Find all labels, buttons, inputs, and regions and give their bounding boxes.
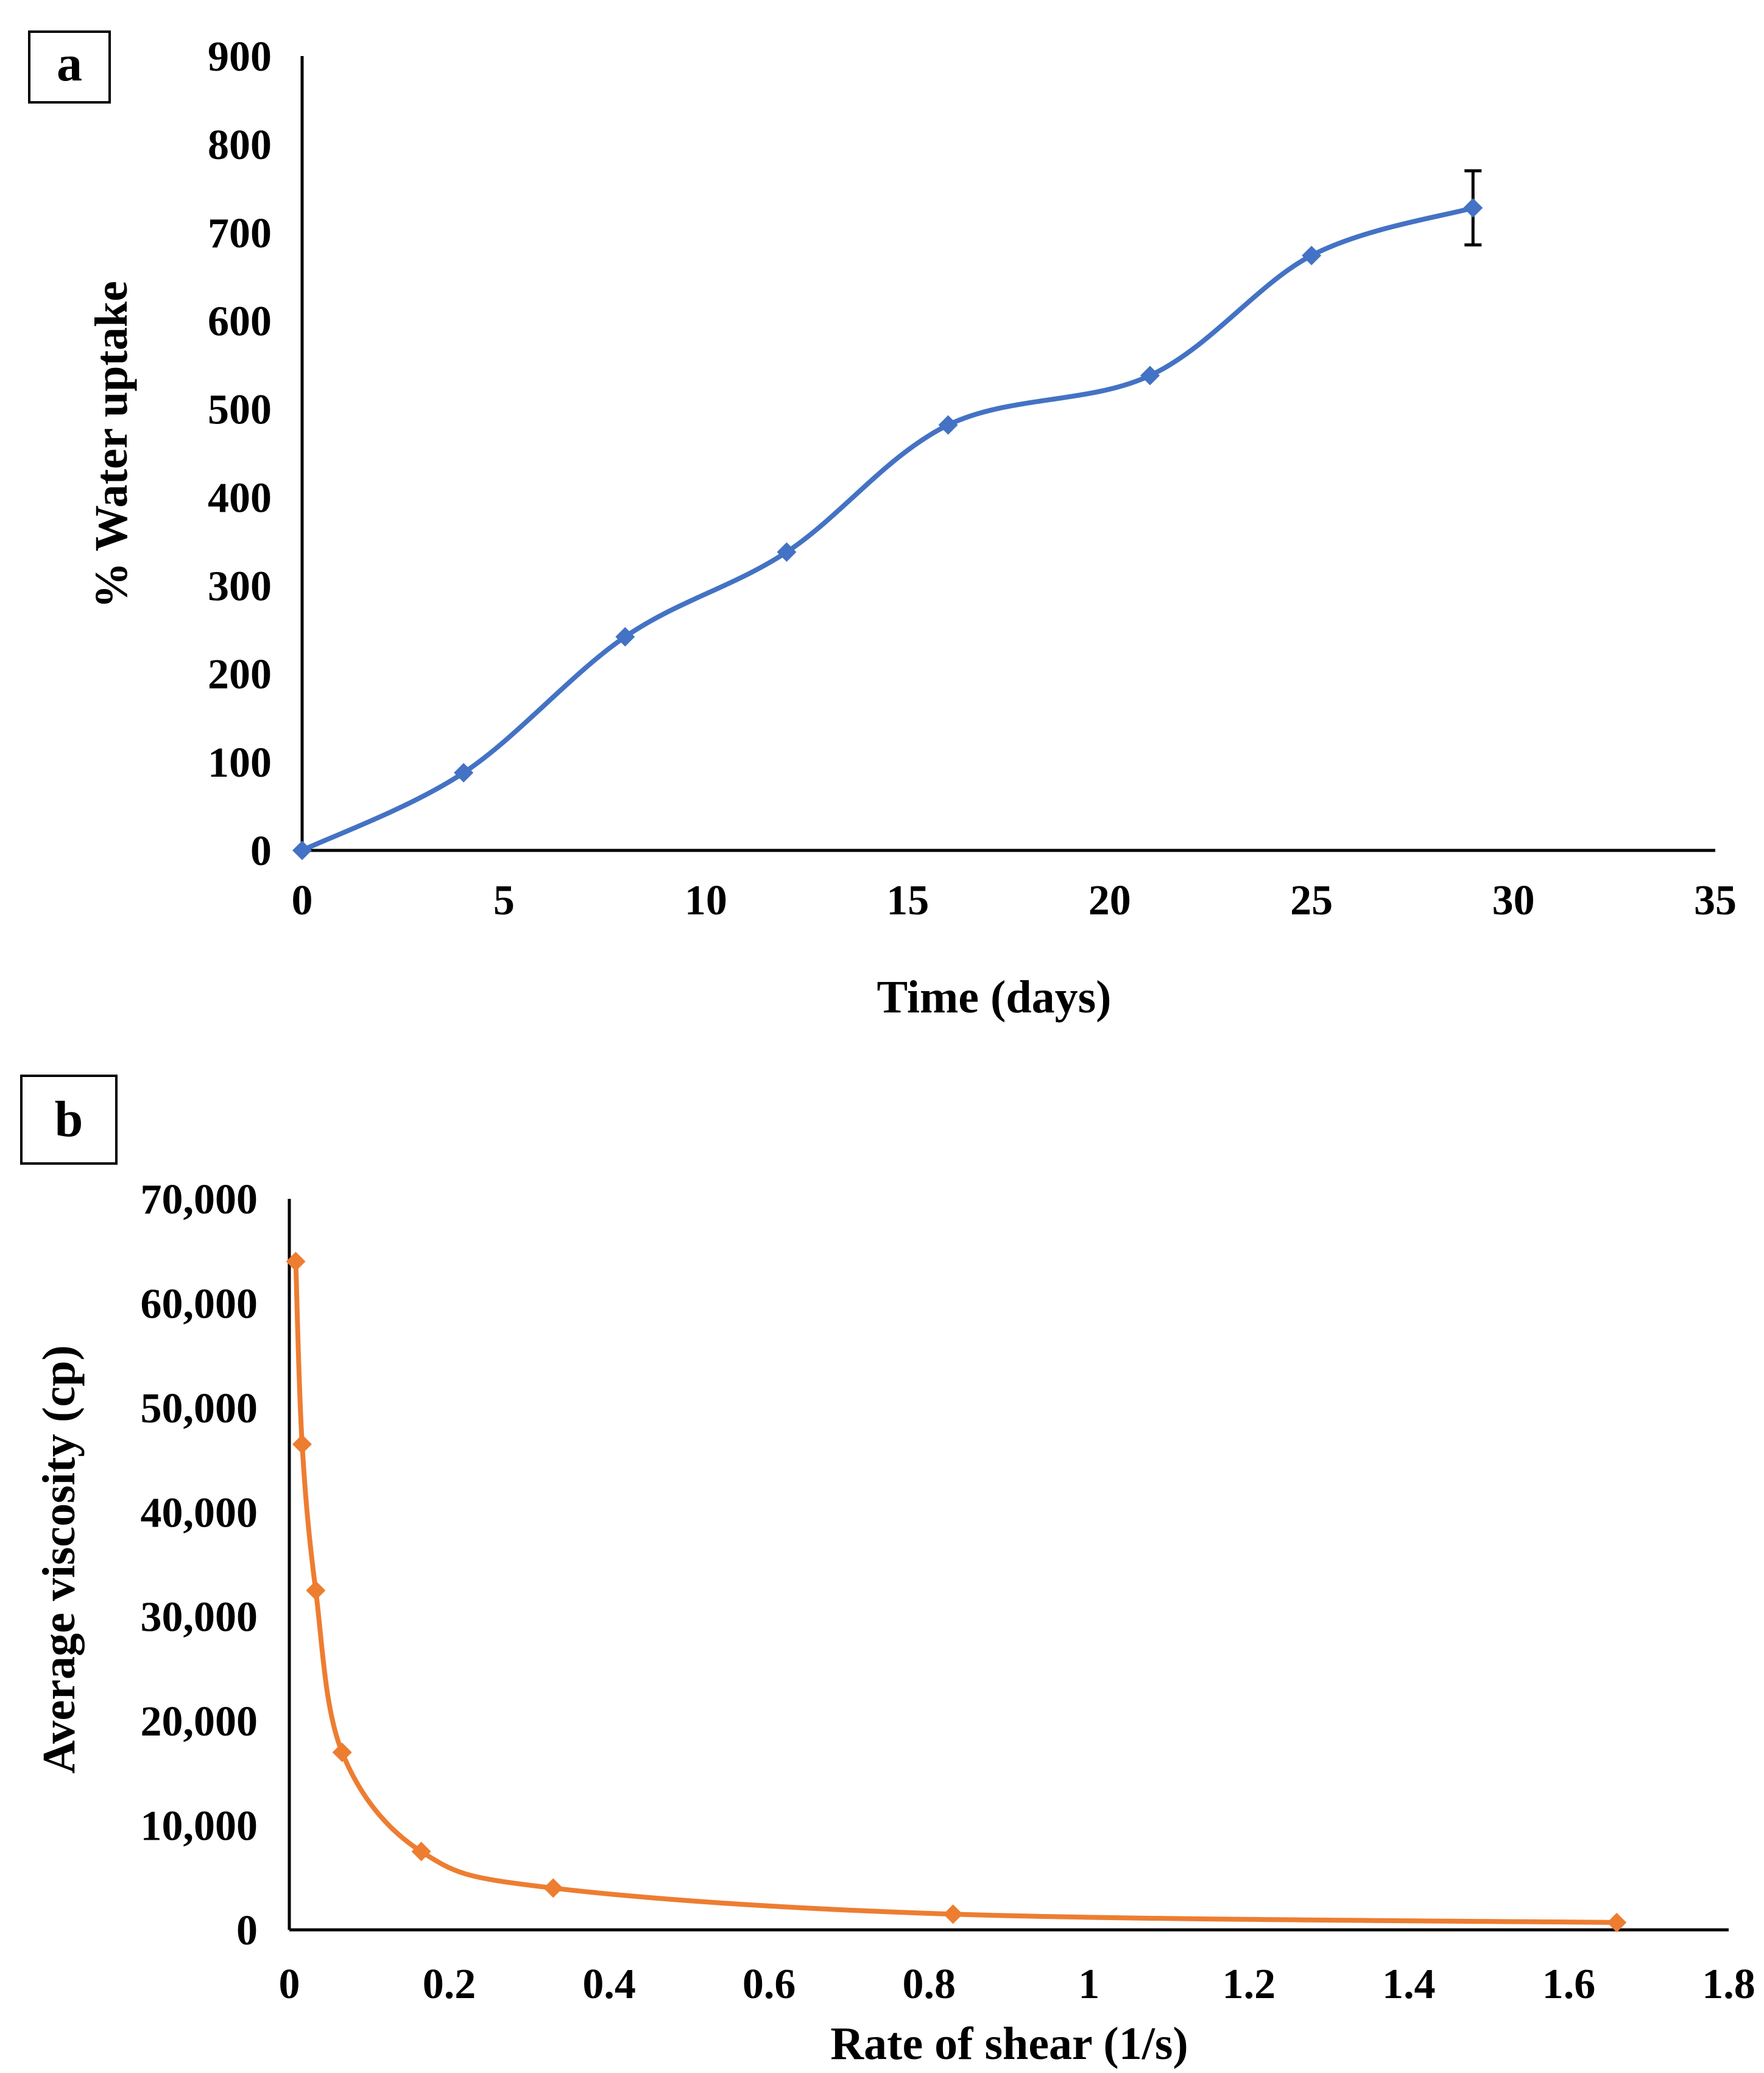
data-point-b (292, 1434, 312, 1454)
y-tick-label-a: 600 (208, 298, 272, 345)
y-tick-label-a: 500 (208, 387, 272, 434)
y-axis-title-a: % Water uptake (86, 281, 137, 609)
chart-a-svg: a Time (days) % Water uptake 0 5 10 15 20 25 3… (28, 30, 1737, 1023)
data-point-b (943, 1904, 963, 1924)
y-tick-label-a: 700 (208, 210, 272, 257)
y-tick-label-a: 100 (208, 740, 272, 786)
x-tick-label-a: 5 (493, 877, 515, 924)
y-tick-label-a: 0 (250, 828, 272, 875)
y-tick-label-b: 0 (236, 1907, 258, 1954)
x-tick-label-a: 25 (1290, 877, 1333, 924)
data-point-a (1140, 366, 1160, 386)
x-tick-label-b: 0 (279, 1961, 300, 2008)
x-tick-label-a: 20 (1088, 877, 1131, 924)
chart-b-svg: b Rate of shear (1/s) Average viscosity … (20, 1075, 1755, 2069)
x-tick-label-a: 30 (1492, 877, 1535, 924)
data-point-b (543, 1878, 563, 1898)
y-tick-label-a: 800 (208, 122, 272, 169)
chart-panel-a: a Time (days) % Water uptake 0 5 10 15 20 25 3… (0, 0, 1764, 1023)
x-axis-title-a: Time (days) (877, 972, 1112, 1023)
x-tick-label-b: 0.4 (582, 1961, 636, 2008)
x-axis-title-b: Rate of shear (1/s) (830, 2018, 1188, 2069)
data-point-a (777, 542, 797, 562)
chart-panel-b: b Rate of shear (1/s) Average viscosity … (0, 1036, 1764, 2073)
x-tick-label-b: 0.6 (743, 1961, 796, 2008)
y-axis-title-b: Average viscosity (cp) (34, 1345, 85, 1773)
data-point-b (1607, 1913, 1627, 1932)
y-tick-label-b: 30,000 (141, 1594, 258, 1641)
x-tick-label-a: 10 (685, 877, 727, 924)
data-point-a (938, 415, 958, 435)
x-tick-label-b: 1.6 (1542, 1961, 1596, 2008)
x-tick-label-b: 1 (1078, 1961, 1099, 2008)
y-tick-label-a: 900 (208, 34, 272, 80)
data-point-b (286, 1251, 306, 1271)
series-line-b (293, 1259, 1620, 1925)
y-tick-label-b: 50,000 (141, 1385, 258, 1432)
y-tick-label-b: 70,000 (141, 1176, 258, 1223)
data-point-b (332, 1742, 352, 1762)
y-tick-label-a: 200 (208, 651, 272, 698)
y-tick-label-a: 300 (208, 563, 272, 610)
x-tick-label-a: 35 (1694, 877, 1737, 924)
x-tick-label-b: 1.2 (1222, 1961, 1276, 2008)
x-tick-label-b: 0.2 (423, 1961, 476, 2008)
y-tick-label-a: 400 (208, 475, 272, 521)
y-tick-label-b: 10,000 (141, 1803, 258, 1850)
series-line-a (300, 205, 1476, 853)
x-tick-label-b: 0.8 (902, 1961, 956, 2008)
data-point-a (1463, 198, 1483, 218)
y-tick-label-b: 40,000 (141, 1489, 258, 1536)
x-tick-label-a: 0 (292, 877, 313, 924)
data-point-a (1302, 245, 1322, 266)
y-tick-label-b: 60,000 (141, 1280, 258, 1327)
y-tick-label-b: 20,000 (141, 1698, 258, 1745)
panel-label-a: a (57, 35, 82, 92)
panel-label-box-b (20, 1075, 118, 1165)
data-point-a (292, 841, 312, 860)
data-point-b (411, 1842, 431, 1862)
data-point-a (615, 627, 635, 647)
x-tick-label-a: 15 (886, 877, 929, 924)
panel-label-b: b (55, 1091, 83, 1148)
panel-label-box-a (28, 30, 111, 104)
data-point-a (454, 763, 474, 783)
x-tick-label-b: 1.8 (1702, 1961, 1755, 2008)
x-tick-label-b: 1.4 (1382, 1961, 1436, 2008)
data-point-b (306, 1580, 326, 1600)
